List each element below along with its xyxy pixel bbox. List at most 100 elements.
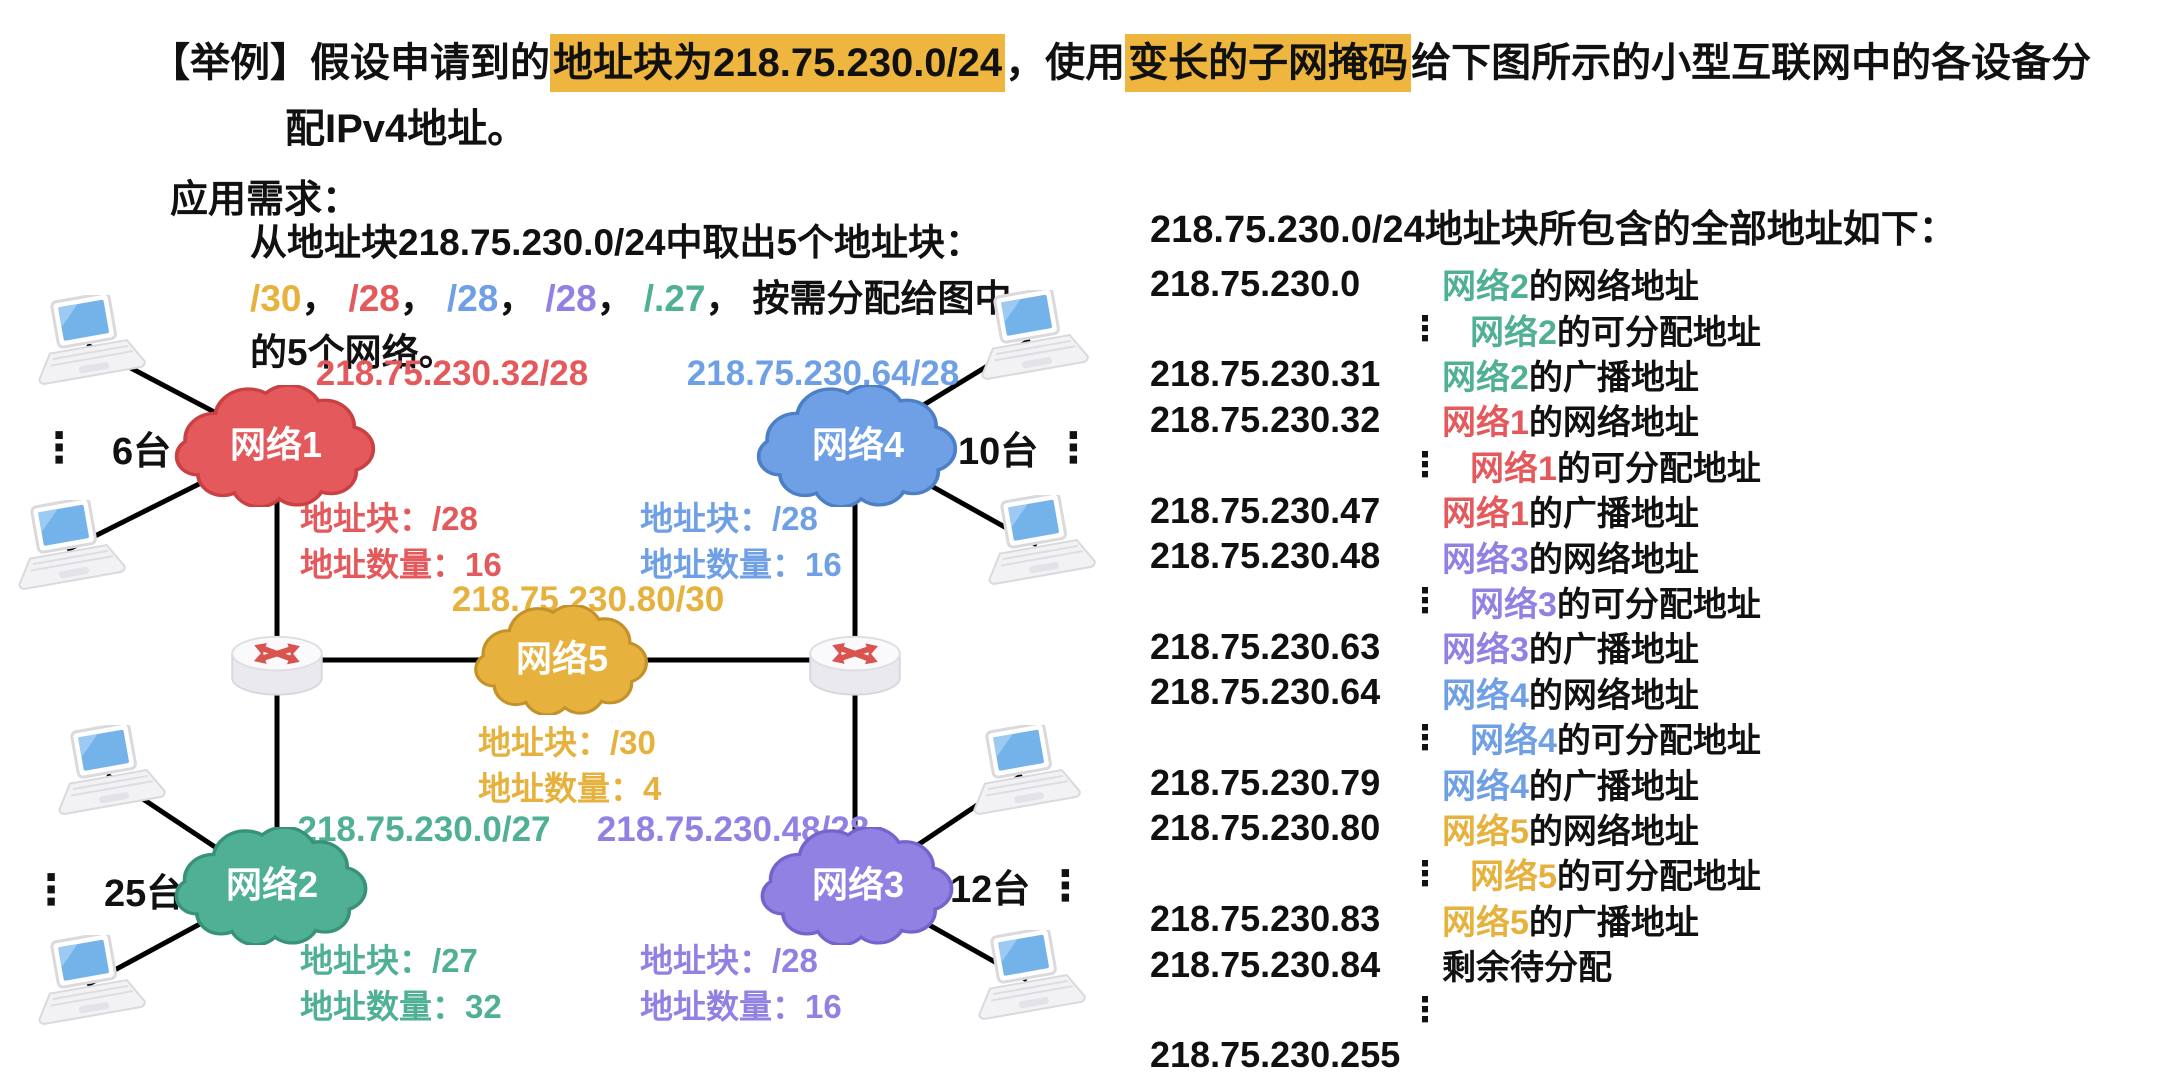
subnet-block: /28 bbox=[545, 278, 597, 319]
requirements-tail2: 的5个网络。 bbox=[250, 332, 456, 373]
description-text: 的广播地址 bbox=[1528, 903, 1699, 942]
vertical-ellipsis-icon: ⋮ bbox=[1052, 423, 1095, 471]
count-label-net4: 地址数量：16 bbox=[640, 546, 842, 583]
network-name-tag: 网络5 bbox=[1442, 903, 1529, 942]
separator: ， bbox=[705, 278, 743, 319]
count-label-net2: 地址数量：32 bbox=[300, 988, 502, 1025]
count-label-net1: 地址数量：16 bbox=[300, 546, 502, 583]
cidr-label-net1: 218.75.230.32/28 bbox=[315, 354, 589, 393]
address-description: 网络4的可分配地址 bbox=[1470, 713, 1761, 762]
description-text: 的广播地址 bbox=[1528, 631, 1699, 670]
address-description: 网络2的可分配地址 bbox=[1470, 305, 1761, 354]
subnet-block: /.27 bbox=[643, 278, 706, 319]
title-text: ，使用 bbox=[1005, 41, 1126, 85]
network-name-tag: 网络3 bbox=[1442, 540, 1529, 579]
host-count-label: 12台 bbox=[950, 869, 1031, 911]
host-count-net4: 10台 ⋮ bbox=[958, 420, 1094, 475]
description-text: 的网络地址 bbox=[1528, 268, 1699, 307]
host-count-label: 6台 bbox=[112, 431, 172, 473]
address-row: 218.75.230.84 剩余待分配 bbox=[1150, 940, 2150, 989]
address-description: 网络1的广播地址 bbox=[1442, 486, 1699, 535]
count-label-net5: 地址数量：4 bbox=[478, 770, 662, 807]
laptop-icon bbox=[25, 931, 150, 1040]
router-icon-right bbox=[803, 620, 907, 704]
network-name-tag: 网络1 bbox=[1442, 495, 1529, 534]
address-row: 218.75.230.48 网络3的网络地址 bbox=[1150, 532, 2150, 581]
address-value: 218.75.230.0 bbox=[1150, 262, 1361, 304]
address-description: 网络1的网络地址 bbox=[1442, 395, 1699, 444]
block-label-net5: 地址块：/30 bbox=[478, 724, 656, 761]
address-value: 218.75.230.83 bbox=[1150, 898, 1381, 940]
network-name-tag: 网络3 bbox=[1470, 585, 1557, 624]
address-value: ⋮ bbox=[1408, 310, 1442, 349]
title-text: 给下图所示的小型互联网中的各设备分 bbox=[1411, 41, 2092, 85]
host-count-label: 10台 bbox=[958, 431, 1039, 473]
address-description: 网络4的广播地址 bbox=[1442, 759, 1699, 808]
address-value: ⋮ bbox=[1408, 990, 1442, 1029]
description-text: 的可分配地址 bbox=[1556, 858, 1761, 897]
title-highlight-1: 地址块为218.75.230.0/24 bbox=[550, 34, 1006, 92]
laptop-icon bbox=[975, 491, 1100, 600]
address-value: ⋮ bbox=[1408, 582, 1442, 621]
router-icon-left bbox=[225, 620, 329, 704]
network-name-tag: 网络1 bbox=[1470, 449, 1557, 488]
title-text: 【举例】假设申请到的 bbox=[150, 41, 550, 85]
network-label: 网络2 bbox=[225, 864, 319, 905]
network-cloud-net5: 网络5 bbox=[470, 605, 654, 715]
address-description: 网络5的广播地址 bbox=[1442, 895, 1699, 944]
subnet-block: /30 bbox=[250, 278, 302, 319]
laptop-icon bbox=[5, 496, 130, 605]
address-row: 218.75.230.83 网络5的广播地址 bbox=[1150, 895, 2150, 944]
address-value: ⋮ bbox=[1408, 446, 1442, 485]
description-text: 的广播地址 bbox=[1528, 358, 1699, 397]
address-description: 剩余待分配 bbox=[1442, 940, 1612, 989]
network-name-tag: 网络4 bbox=[1470, 722, 1557, 761]
address-value: 218.75.230.255 bbox=[1150, 1034, 1401, 1072]
laptop-icon bbox=[45, 721, 170, 830]
subnet-block: /28 bbox=[446, 278, 499, 319]
separator: ， bbox=[301, 278, 339, 319]
address-description: 网络5的网络地址 bbox=[1442, 804, 1699, 853]
description-text: 的网络地址 bbox=[1528, 812, 1699, 851]
address-row: 218.75.230.79 网络4的广播地址 bbox=[1150, 759, 2150, 808]
host-count-label: 25台 bbox=[104, 873, 185, 915]
description-text: 的广播地址 bbox=[1528, 767, 1699, 806]
network-cloud-net3: 网络3 bbox=[756, 827, 960, 945]
address-row: ⋮ 网络5的可分配地址 bbox=[1150, 849, 2150, 898]
network-name-tag: 网络5 bbox=[1470, 858, 1557, 897]
address-description: 网络2的广播地址 bbox=[1442, 350, 1699, 399]
address-row: 218.75.230.80 网络5的网络地址 bbox=[1150, 806, 2150, 851]
description-text: 的广播地址 bbox=[1528, 495, 1699, 534]
page-title: 【举例】假设申请到的地址块为218.75.230.0/24，使用变长的子网掩码给… bbox=[150, 30, 2092, 92]
address-value: ⋮ bbox=[1408, 854, 1442, 893]
host-count-net1: ⋮ 6台 bbox=[38, 420, 171, 475]
separator: ， bbox=[498, 278, 536, 319]
network-name-tag: 网络2 bbox=[1442, 358, 1529, 397]
address-value: ⋮ bbox=[1408, 718, 1442, 757]
description-text: 的可分配地址 bbox=[1556, 585, 1761, 624]
requirements-intro: 从地址块218.75.230.0/24中取出5个地址块： bbox=[250, 222, 983, 263]
network-cloud-net4: 网络4 bbox=[752, 385, 964, 507]
network-name-tag: 网络4 bbox=[1442, 767, 1529, 806]
network-name-tag: 网络1 bbox=[1442, 404, 1529, 443]
vertical-ellipsis-icon: ⋮ bbox=[38, 423, 80, 471]
subnet-blocks-line: /30，/28，/28，/28，/.27， 按需分配给图中 bbox=[250, 268, 1011, 322]
vertical-ellipsis-icon: ⋮ bbox=[30, 865, 72, 913]
laptop-icon bbox=[960, 721, 1085, 830]
address-description: 网络1的可分配地址 bbox=[1470, 441, 1761, 490]
page-title-line2: 配IPv4地址。 bbox=[285, 107, 528, 151]
network-name-tag: 网络4 bbox=[1442, 676, 1529, 715]
address-row: 218.75.230.255 bbox=[1150, 1033, 2150, 1072]
address-description: 网络3的网络地址 bbox=[1442, 532, 1699, 581]
description-text: 的可分配地址 bbox=[1556, 313, 1761, 352]
address-row: ⋮ bbox=[1150, 987, 2150, 1032]
address-description: 网络2的网络地址 bbox=[1442, 259, 1699, 308]
address-description: 网络5的可分配地址 bbox=[1470, 849, 1761, 898]
address-rows: 218.75.230.0 网络2的网络地址 ⋮ 网络2的可分配地址 218.75… bbox=[1150, 261, 2150, 1072]
separator: ， bbox=[399, 278, 437, 319]
network-name-tag: 网络2 bbox=[1470, 313, 1557, 352]
address-row: 218.75.230.31 网络2的广播地址 bbox=[1150, 352, 2150, 397]
description-text: 的可分配地址 bbox=[1556, 449, 1761, 488]
block-label-net3: 地址块：/28 bbox=[640, 942, 818, 979]
